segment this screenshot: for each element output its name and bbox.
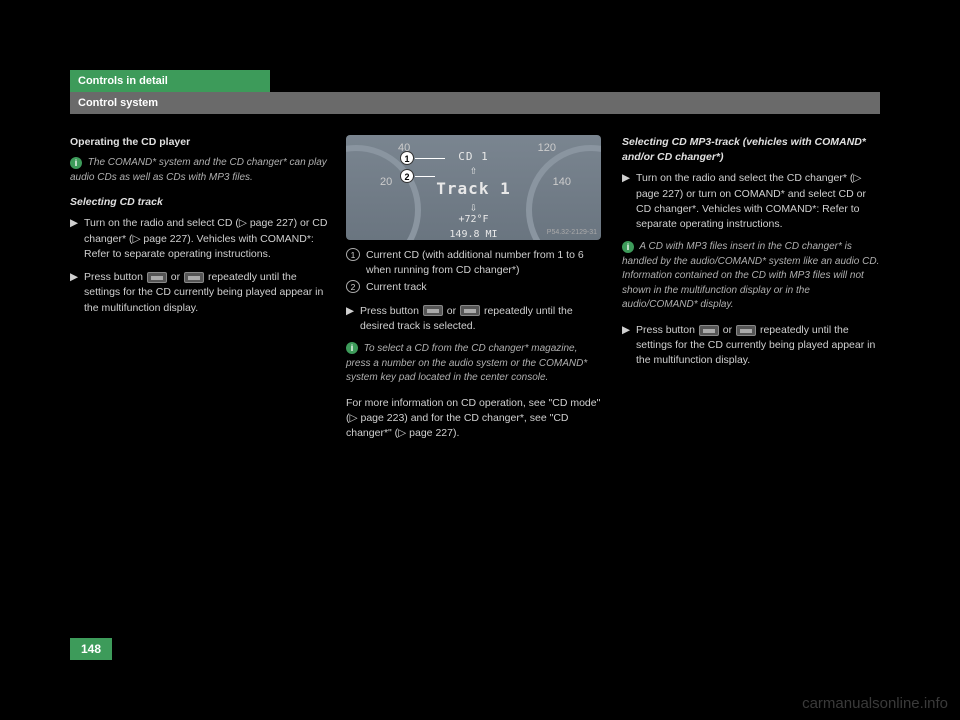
more-info: For more information on CD operation, se… bbox=[346, 396, 604, 442]
manual-page: Controls in detail Control system Operat… bbox=[70, 70, 880, 660]
step-text: Press button or repeatedly until the des… bbox=[360, 304, 604, 334]
info-icon: i bbox=[622, 241, 634, 253]
arrow-down-icon: ⇩ bbox=[346, 202, 601, 212]
legend-num-1: 1 bbox=[346, 248, 360, 261]
page-number: 148 bbox=[70, 638, 112, 660]
bullet-icon: ▶ bbox=[70, 216, 84, 262]
instrument-display: 40 20 120 140 CD 1 ⇧ Track 1 ⇩ +72°F 149… bbox=[346, 135, 601, 240]
temp-line: +72°F bbox=[346, 213, 601, 228]
column-2: 40 20 120 140 CD 1 ⇧ Track 1 ⇩ +72°F 149… bbox=[346, 135, 604, 441]
heading-mp3: Selecting CD MP3-track (vehicles with CO… bbox=[622, 135, 880, 165]
section-bar: Control system bbox=[70, 92, 880, 114]
steering-button-icon bbox=[460, 305, 480, 316]
step-text: Turn on the radio and select the CD chan… bbox=[636, 171, 880, 232]
legend-text-1: Current CD (with additional number from … bbox=[366, 248, 604, 278]
bullet-icon: ▶ bbox=[70, 270, 84, 316]
info-icon: i bbox=[70, 157, 82, 169]
legend-text-2: Current track bbox=[366, 280, 427, 295]
column-1: Operating the CD player i The COMAND* sy… bbox=[70, 135, 328, 441]
bullet-icon: ▶ bbox=[622, 323, 636, 369]
display-center: CD 1 ⇧ Track 1 ⇩ +72°F 149.8 MI bbox=[346, 149, 601, 240]
note-comand: i The COMAND* system and the CD changer*… bbox=[70, 156, 328, 185]
step-press-track: ▶ Press button or repeatedly until the d… bbox=[346, 304, 604, 334]
step-text: Turn on the radio and select CD (▷ page … bbox=[84, 216, 328, 262]
note-text: To select a CD from the CD changer* maga… bbox=[346, 343, 587, 383]
chapter-bar: Controls in detail bbox=[70, 70, 270, 92]
heading-operating-cd: Operating the CD player bbox=[70, 135, 328, 150]
legend-1: 1 Current CD (with additional number fro… bbox=[346, 248, 604, 278]
bullet-icon: ▶ bbox=[622, 171, 636, 232]
note-mp3: i A CD with MP3 files insert in the CD c… bbox=[622, 240, 880, 313]
steering-button-icon bbox=[699, 325, 719, 336]
note-select-cd: i To select a CD from the CD changer* ma… bbox=[346, 342, 604, 386]
info-icon: i bbox=[346, 342, 358, 354]
column-3: Selecting CD MP3-track (vehicles with CO… bbox=[622, 135, 880, 441]
steering-button-icon bbox=[147, 272, 167, 283]
step-text: Press button or repeatedly until the set… bbox=[84, 270, 328, 316]
steering-button-icon bbox=[184, 272, 204, 283]
step-turn-on-radio: ▶ Turn on the radio and select CD (▷ pag… bbox=[70, 216, 328, 262]
bullet-icon: ▶ bbox=[346, 304, 360, 334]
note-text: The COMAND* system and the CD changer* c… bbox=[70, 157, 327, 183]
step-press-button: ▶ Press button or repeatedly until the s… bbox=[70, 270, 328, 316]
content-columns: Operating the CD player i The COMAND* sy… bbox=[70, 135, 880, 441]
track-line: Track 1 bbox=[346, 177, 601, 200]
callout-1: 1 bbox=[400, 151, 414, 165]
legend-2: 2 Current track bbox=[346, 280, 604, 295]
callout-line-2 bbox=[415, 176, 435, 177]
chapter-title: Controls in detail bbox=[78, 75, 168, 87]
figure-number: P54.32-2129-31 bbox=[547, 228, 597, 238]
step-text: Press button or repeatedly until the set… bbox=[636, 323, 880, 369]
steering-button-icon bbox=[423, 305, 443, 316]
legend-num-2: 2 bbox=[346, 280, 360, 293]
step-press-mp3: ▶ Press button or repeatedly until the s… bbox=[622, 323, 880, 369]
callout-2: 2 bbox=[400, 169, 414, 183]
steering-button-icon bbox=[736, 325, 756, 336]
watermark: carmanualsonline.info bbox=[802, 695, 948, 712]
note-text: A CD with MP3 files insert in the CD cha… bbox=[622, 241, 879, 310]
step-turn-on-changer: ▶ Turn on the radio and select the CD ch… bbox=[622, 171, 880, 232]
heading-selecting-track: Selecting CD track bbox=[70, 195, 328, 210]
arrow-up-icon: ⇧ bbox=[346, 165, 601, 175]
section-title: Control system bbox=[78, 97, 158, 109]
callout-line-1 bbox=[415, 158, 445, 159]
